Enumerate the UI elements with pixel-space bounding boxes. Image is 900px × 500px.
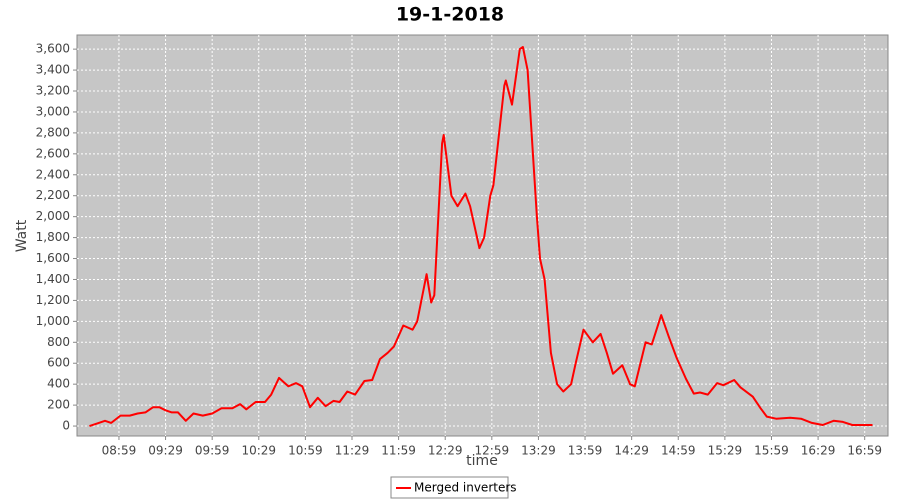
x-tick-label: 16:29 (801, 444, 836, 458)
y-tick-label: 3,400 (36, 63, 70, 77)
y-tick-label: 2,800 (36, 125, 70, 139)
x-tick-label: 16:59 (847, 444, 882, 458)
x-tick-label: 14:29 (614, 444, 649, 458)
x-tick-label: 09:59 (195, 444, 230, 458)
x-tick-label: 12:59 (475, 444, 510, 458)
y-tick-label: 1,400 (36, 272, 70, 286)
x-tick-label: 12:29 (428, 444, 463, 458)
legend-label: Merged inverters (414, 481, 517, 495)
x-axis-label: time (466, 453, 498, 469)
x-tick-label: 11:59 (381, 444, 416, 458)
y-tick-label: 3,000 (36, 104, 70, 118)
y-tick-label: 1,000 (36, 314, 70, 328)
y-tick-label: 3,200 (36, 84, 70, 98)
plot-area (76, 34, 889, 437)
y-tick-label: 3,600 (36, 42, 70, 56)
y-axis-label: Watt (14, 219, 30, 252)
y-tick-label: 2,200 (36, 188, 70, 202)
x-tick-label: 14:59 (661, 444, 696, 458)
y-tick-label: 1,800 (36, 230, 70, 244)
line (89, 46, 873, 428)
y-tick-label: 2,600 (36, 146, 70, 160)
x-tick-label: 15:59 (754, 444, 789, 458)
x-tick-label: 15:29 (708, 444, 743, 458)
y-tick-label: 800 (47, 335, 70, 349)
y-tick-label: 2,000 (36, 209, 70, 223)
y-tick-label: 0 (62, 419, 70, 433)
y-tick-label: 400 (47, 377, 70, 391)
y-tick-label: 600 (47, 356, 70, 370)
y-tick-label: 1,200 (36, 293, 70, 307)
legend (390, 476, 509, 499)
x-tick-label: 10:59 (288, 444, 323, 458)
x-tick-label: 08:59 (102, 444, 137, 458)
x-tick-label: 10:29 (241, 444, 276, 458)
y-tick-label: 1,600 (36, 251, 70, 265)
x-tick-label: 11:29 (335, 444, 370, 458)
y-tick-label: 2,400 (36, 167, 70, 181)
chart-title: 19-1-2018 (396, 4, 504, 26)
x-tick-label: 13:59 (568, 444, 603, 458)
x-tick-label: 13:29 (521, 444, 556, 458)
x-tick-label: 09:29 (148, 444, 183, 458)
y-tick-label: 200 (47, 398, 70, 412)
